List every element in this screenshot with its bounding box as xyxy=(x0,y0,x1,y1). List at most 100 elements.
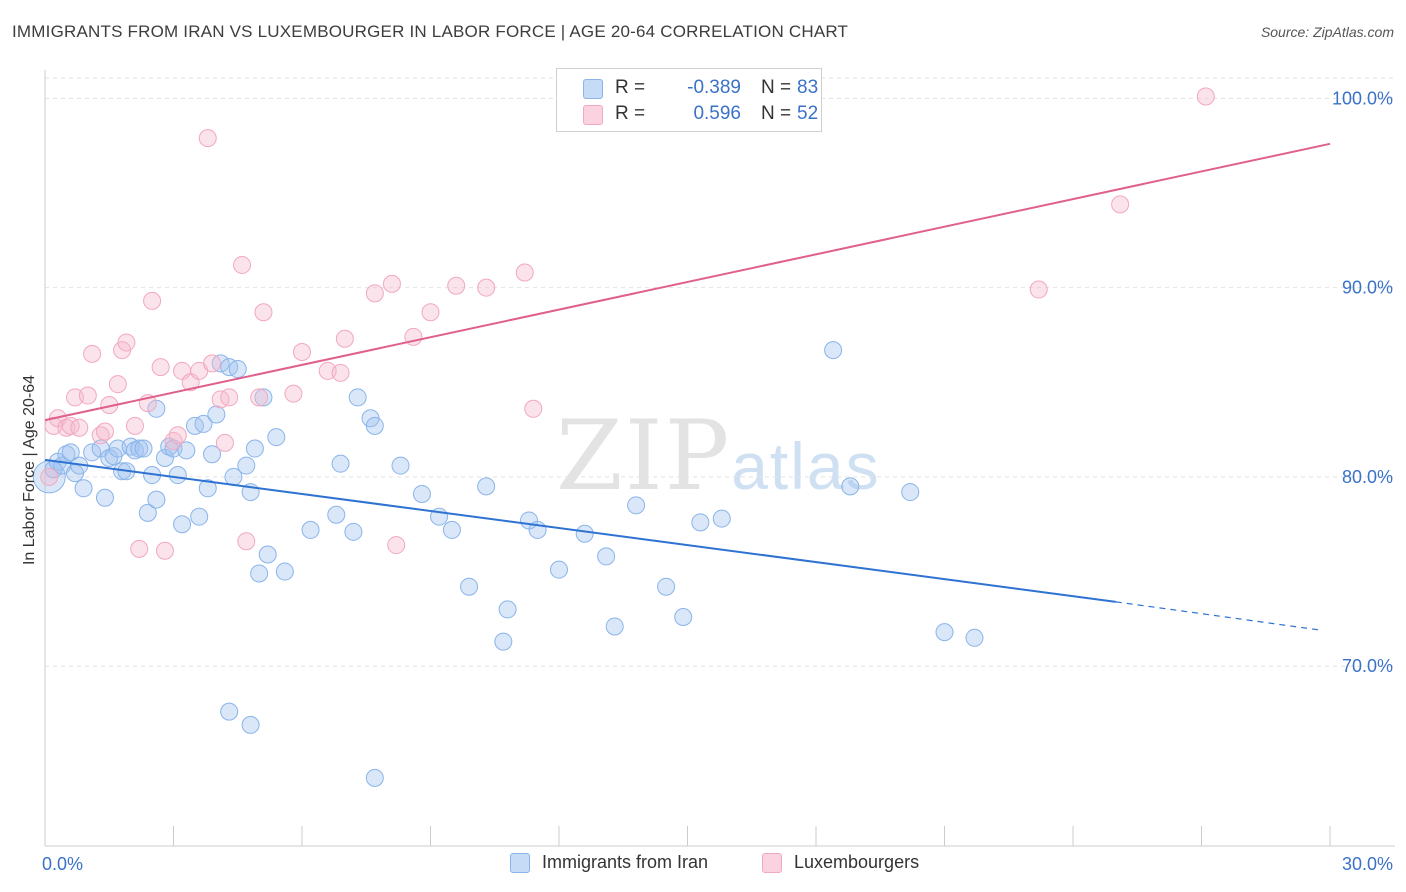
point-luxembourger xyxy=(1111,195,1130,214)
point-luxembourger xyxy=(387,536,406,555)
point-luxembourger xyxy=(151,358,170,377)
point-iran xyxy=(198,479,217,498)
point-iran xyxy=(460,577,479,596)
point-luxembourger xyxy=(515,263,534,282)
bottom-legend-swatch-iran xyxy=(510,853,530,873)
y-tick-label: 70.0% xyxy=(1342,656,1393,676)
point-luxembourger xyxy=(284,384,303,403)
point-iran xyxy=(442,520,461,539)
grid-lines xyxy=(45,77,1395,667)
point-iran xyxy=(177,441,196,460)
point-iran xyxy=(494,632,513,651)
point-luxembourger xyxy=(40,467,59,486)
point-iran xyxy=(550,560,568,579)
legend-r-value: -0.389 xyxy=(687,77,741,98)
chart-title: IMMIGRANTS FROM IRAN VS LUXEMBOURGER IN … xyxy=(12,22,849,41)
point-luxembourger xyxy=(524,399,543,418)
bottom-legend-label-luxembourgers: Luxembourgers xyxy=(794,852,920,872)
point-iran xyxy=(412,484,431,503)
point-iran xyxy=(203,445,222,464)
legend-r-label: R = xyxy=(615,103,646,124)
point-luxembourger xyxy=(382,274,401,293)
point-iran xyxy=(824,341,843,360)
point-luxembourger xyxy=(95,422,114,441)
point-luxembourger xyxy=(293,343,311,362)
x-tick-label: 30.0% xyxy=(1342,854,1393,874)
point-luxembourger xyxy=(198,129,217,148)
legend-n-value: 52 xyxy=(797,103,819,124)
x-tick-label: 0.0% xyxy=(42,854,83,874)
axes xyxy=(44,70,1395,847)
legend-r-value: 0.596 xyxy=(693,103,741,124)
point-iran xyxy=(250,564,269,583)
point-iran xyxy=(691,513,710,532)
point-luxembourger xyxy=(1029,280,1048,299)
point-iran xyxy=(95,488,114,507)
point-iran xyxy=(301,520,320,539)
point-iran xyxy=(267,428,286,447)
point-iran xyxy=(173,515,192,534)
y-tick-label: 100.0% xyxy=(1332,88,1393,108)
trend-lines xyxy=(44,142,1331,631)
correlation-legend: R = -0.389 N = 83 R = 0.596 N = 52 xyxy=(556,68,822,132)
point-luxembourger xyxy=(365,284,384,303)
point-luxembourger xyxy=(1196,87,1215,106)
point-luxembourger xyxy=(477,278,496,297)
trend-line-luxembourgers xyxy=(44,142,1331,422)
point-luxembourger xyxy=(108,375,127,394)
legend-n-label: N = xyxy=(761,103,792,124)
point-iran xyxy=(597,547,616,566)
point-luxembourger xyxy=(220,388,239,407)
data-points xyxy=(32,87,1215,787)
point-luxembourger xyxy=(83,344,102,363)
point-luxembourger xyxy=(254,303,273,322)
point-luxembourger xyxy=(70,418,89,437)
point-iran xyxy=(498,600,517,619)
point-iran xyxy=(275,562,294,581)
point-iran xyxy=(344,522,363,541)
trend-line-iran xyxy=(44,458,1116,603)
point-luxembourger xyxy=(117,333,136,352)
tick-labels: 70.0% 80.0% 90.0% 100.0% 0.0% 30.0% xyxy=(42,88,1393,874)
point-luxembourger xyxy=(447,276,466,295)
point-luxembourger xyxy=(143,291,162,310)
bottom-legend-swatch-luxembourgers xyxy=(762,853,782,873)
point-iran xyxy=(147,490,166,509)
point-iran xyxy=(83,443,102,462)
point-iran xyxy=(245,439,264,458)
y-axis-label: In Labor Force | Age 20-64 xyxy=(21,374,38,566)
point-iran xyxy=(575,524,594,543)
point-luxembourger xyxy=(335,329,354,348)
legend-swatch-luxembourgers xyxy=(583,105,603,125)
point-luxembourger xyxy=(215,433,234,452)
watermark-zip: ZIP xyxy=(556,400,732,512)
point-iran xyxy=(147,399,166,418)
point-iran xyxy=(134,439,153,458)
legend-swatch-iran xyxy=(583,79,603,99)
point-iran xyxy=(841,477,860,496)
legend-n-value: 83 xyxy=(797,77,819,98)
point-iran xyxy=(130,439,149,458)
point-luxembourger xyxy=(155,541,174,560)
point-iran xyxy=(965,628,984,647)
point-luxembourger xyxy=(233,255,252,274)
trend-line-iran-extrapolated xyxy=(1115,601,1322,631)
y-tick-label: 80.0% xyxy=(1342,467,1393,487)
point-iran xyxy=(605,617,624,636)
point-luxembourger xyxy=(250,388,269,407)
point-luxembourger xyxy=(203,354,222,373)
point-iran xyxy=(258,545,277,564)
point-iran xyxy=(627,496,646,515)
point-iran xyxy=(391,456,410,475)
watermark: ZIPatlas xyxy=(556,400,881,512)
point-iran xyxy=(190,507,209,526)
point-luxembourger xyxy=(125,416,144,435)
legend-r-label: R = xyxy=(615,77,646,98)
point-iran xyxy=(331,454,350,473)
point-iran xyxy=(674,607,693,626)
point-iran xyxy=(348,388,367,407)
point-luxembourger xyxy=(130,539,149,558)
point-iran xyxy=(207,405,226,424)
point-iran xyxy=(327,505,346,524)
